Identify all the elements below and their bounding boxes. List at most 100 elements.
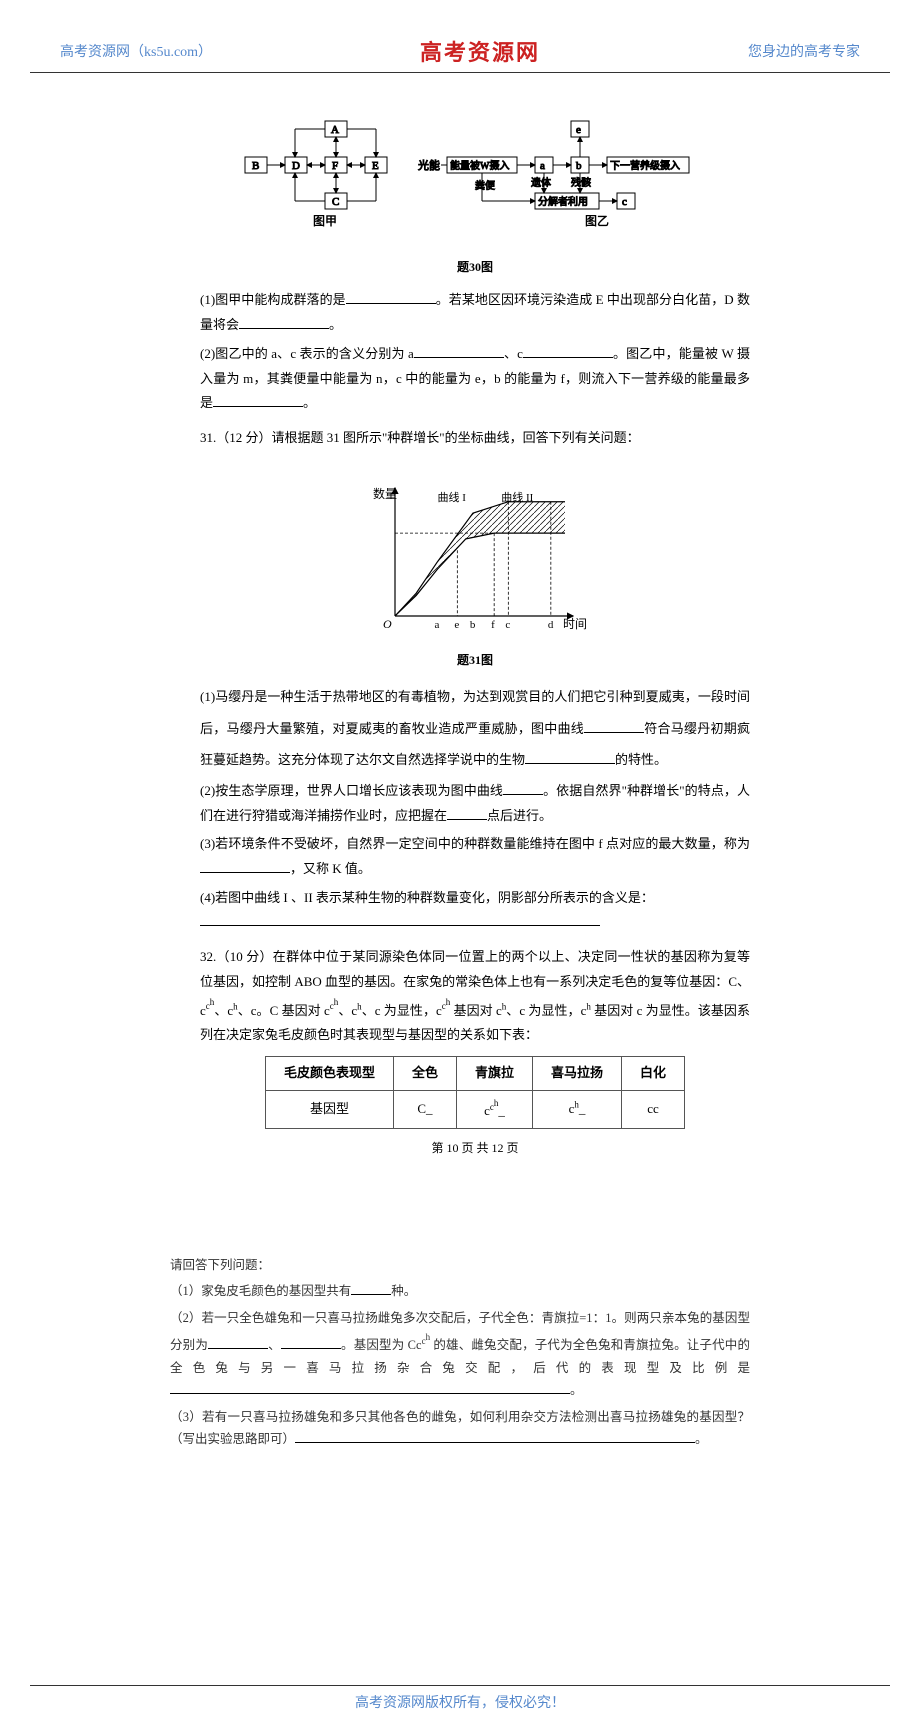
- col-4: 白化: [622, 1057, 685, 1091]
- q31-p2a: (2)按生态学原理，世界人口增长应该表现为图中曲线: [200, 783, 503, 798]
- label-residue: 残骸: [571, 176, 591, 189]
- blank: [525, 750, 615, 764]
- p2-intro: 请回答下列问题：: [170, 1254, 750, 1277]
- blank: [239, 315, 329, 329]
- p2-q1a: （1）家兔皮毛颜色的基因型共有: [170, 1284, 351, 1298]
- label-next-level: 下一营养级摄入: [610, 159, 680, 172]
- svg-text:e: e: [454, 619, 459, 631]
- svg-text:c: c: [505, 619, 510, 631]
- blank: [584, 719, 644, 733]
- q31-p2: (2)按生态学原理，世界人口增长应该表现为图中曲线。依据自然界"种群增长"的特点…: [200, 779, 750, 828]
- node-a: a: [540, 160, 545, 172]
- diagram30-svg: A B D F E C 图甲 光能 能量被W摄入: [235, 113, 715, 243]
- q31-p3: (3)若环境条件不受破坏，自然界一定空间中的种群数量能维持在图中 f 点对应的最…: [200, 832, 750, 881]
- q31-p1: (1)马缨丹是一种生活于热带地区的有毒植物，为达到观赏目的人们把它引种到夏威夷，…: [200, 681, 750, 775]
- col-2: 青旗拉: [456, 1057, 532, 1091]
- blank: [208, 1335, 268, 1349]
- header-left: 高考资源网（ks5u.com）: [60, 41, 212, 61]
- svg-text:曲线 I: 曲线 I: [438, 490, 467, 504]
- p2-q1: （1）家兔皮毛颜色的基因型共有 种。: [170, 1280, 750, 1303]
- q30-p1a: (1)图甲中能构成群落的是: [200, 292, 346, 307]
- node-D: D: [292, 160, 300, 172]
- cell-3: cc: [622, 1090, 685, 1128]
- q31-p1c: 的特性。: [615, 752, 667, 767]
- diagram30-caption: 题30图: [200, 256, 750, 279]
- label-feces: 粪便: [475, 179, 495, 192]
- blank: [351, 1281, 391, 1295]
- page-footer: 高考资源网版权所有，侵权必究！: [30, 1685, 890, 1712]
- col-0: 毛皮颜色表现型: [265, 1057, 393, 1091]
- p2-q1b: 种。: [391, 1284, 416, 1298]
- blank: [200, 859, 290, 873]
- q31-p3a: (3)若环境条件不受破坏，自然界一定空间中的种群数量能维持在图中 f 点对应的最…: [200, 836, 750, 851]
- node-F: F: [332, 160, 338, 172]
- blank: [200, 912, 600, 926]
- cell-1: cch_: [456, 1090, 532, 1128]
- q31-p2c: 点后进行。: [487, 808, 552, 823]
- cell-2: ch_: [533, 1090, 622, 1128]
- diagram30-right-label: 图乙: [585, 214, 609, 228]
- q31-p4: (4)若图中曲线 I 、II 表示某种生物的种群数量变化，阴影部分所表示的含义是…: [200, 886, 750, 935]
- blank: [346, 290, 436, 304]
- blank: [414, 344, 504, 358]
- svg-text:曲线 II: 曲线 II: [501, 490, 533, 504]
- svg-text:b: b: [470, 619, 476, 631]
- q30-p2d: 。: [303, 395, 316, 410]
- q30-p2: (2)图乙中的 a、c 表示的含义分别为 a、c。图乙中，能量被 W 摄入量为 …: [200, 342, 750, 416]
- col-1: 全色: [393, 1057, 456, 1091]
- diagram-30: A B D F E C 图甲 光能 能量被W摄入: [200, 113, 750, 278]
- svg-text:O: O: [383, 617, 392, 631]
- svg-text:a: a: [435, 619, 440, 631]
- label-body: 遗体: [531, 176, 551, 189]
- node-c: c: [622, 196, 627, 208]
- q30-p1: (1)图甲中能构成群落的是。若某地区因环境污染造成 E 中出现部分白化苗，D 数…: [200, 288, 750, 337]
- q31-chart-caption: 题31图: [200, 649, 750, 672]
- q31-chart-svg: a eb fc d 数量时间 O 曲线 I 曲线 II: [360, 471, 590, 641]
- q32-heading: 32.（10 分）在群体中位于某同源染色体同一位置上的两个以上、决定同一性状的基…: [200, 945, 750, 1048]
- svg-text:f: f: [491, 619, 495, 631]
- page-header: 高考资源网（ks5u.com） 高考资源网 您身边的高考专家: [30, 25, 890, 73]
- blank: [281, 1335, 341, 1349]
- row-label: 基因型: [265, 1090, 393, 1128]
- blank: [213, 393, 303, 407]
- node-C: C: [332, 196, 339, 208]
- q31-text: (1)马缨丹是一种生活于热带地区的有毒植物，为达到观赏目的人们把它引种到夏威夷，…: [200, 681, 750, 775]
- q30-p2a: (2)图乙中的 a、c 表示的含义分别为 a: [200, 346, 414, 361]
- col-3: 喜马拉扬: [533, 1057, 622, 1091]
- label-light: 光能: [418, 158, 440, 172]
- q31-p3b: ，又称 K 值。: [290, 861, 371, 876]
- content-area: A B D F E C 图甲 光能 能量被W摄入: [0, 73, 920, 1220]
- blank: [523, 344, 613, 358]
- svg-text:时间: 时间: [563, 617, 587, 631]
- q30-p1c: 。: [329, 317, 342, 332]
- blank: [503, 781, 543, 795]
- q32-table: 毛皮颜色表现型 全色 青旗拉 喜马拉扬 白化 基因型 C_ cch_ ch_ c…: [265, 1056, 685, 1129]
- header-center: 高考资源网: [420, 35, 540, 67]
- table-row: 基因型 C_ cch_ ch_ cc: [265, 1090, 684, 1128]
- p2-q3b: 。: [695, 1432, 708, 1446]
- blank: [170, 1380, 570, 1394]
- table-row: 毛皮颜色表现型 全色 青旗拉 喜马拉扬 白化: [265, 1057, 684, 1091]
- p2-q2b: 、: [268, 1338, 281, 1352]
- diagram30-left-label: 图甲: [313, 214, 337, 228]
- node-B: B: [252, 160, 259, 172]
- label-energy-in: 能量被W摄入: [450, 159, 509, 172]
- blank: [447, 806, 487, 820]
- p2-q3: （3）若有一只喜马拉扬雄兔和多只其他各色的雌兔，如何利用杂交方法检测出喜马拉扬雄…: [170, 1406, 750, 1451]
- page-2-content: 请回答下列问题： （1）家兔皮毛颜色的基因型共有 种。 （2）若一只全色雄兔和一只…: [0, 1220, 920, 1485]
- q31-p4a: (4)若图中曲线 I 、II 表示某种生物的种群数量变化，阴影部分所表示的含义是…: [200, 890, 654, 905]
- q31-heading: 31.（12 分）请根据题 31 图所示"种群增长"的坐标曲线，回答下列有关问题…: [200, 426, 750, 451]
- label-decomposer: 分解者利用: [538, 195, 588, 208]
- cell-0: C_: [393, 1090, 456, 1128]
- p2-q2d: 。: [570, 1383, 583, 1397]
- p2-q2: （2）若一只全色雄兔和一只喜马拉扬雌兔多次交配后，子代全色：青旗拉=1：1。则两…: [170, 1307, 750, 1402]
- q30-p2b: 、c: [504, 346, 523, 361]
- node-b: b: [576, 160, 582, 172]
- page-number: 第 10 页 共 12 页: [200, 1137, 750, 1160]
- node-A: A: [331, 124, 339, 136]
- header-right: 您身边的高考专家: [748, 41, 860, 61]
- svg-text:数量: 数量: [373, 486, 397, 501]
- svg-text:d: d: [548, 619, 554, 631]
- node-E: E: [372, 160, 379, 172]
- blank: [295, 1429, 695, 1443]
